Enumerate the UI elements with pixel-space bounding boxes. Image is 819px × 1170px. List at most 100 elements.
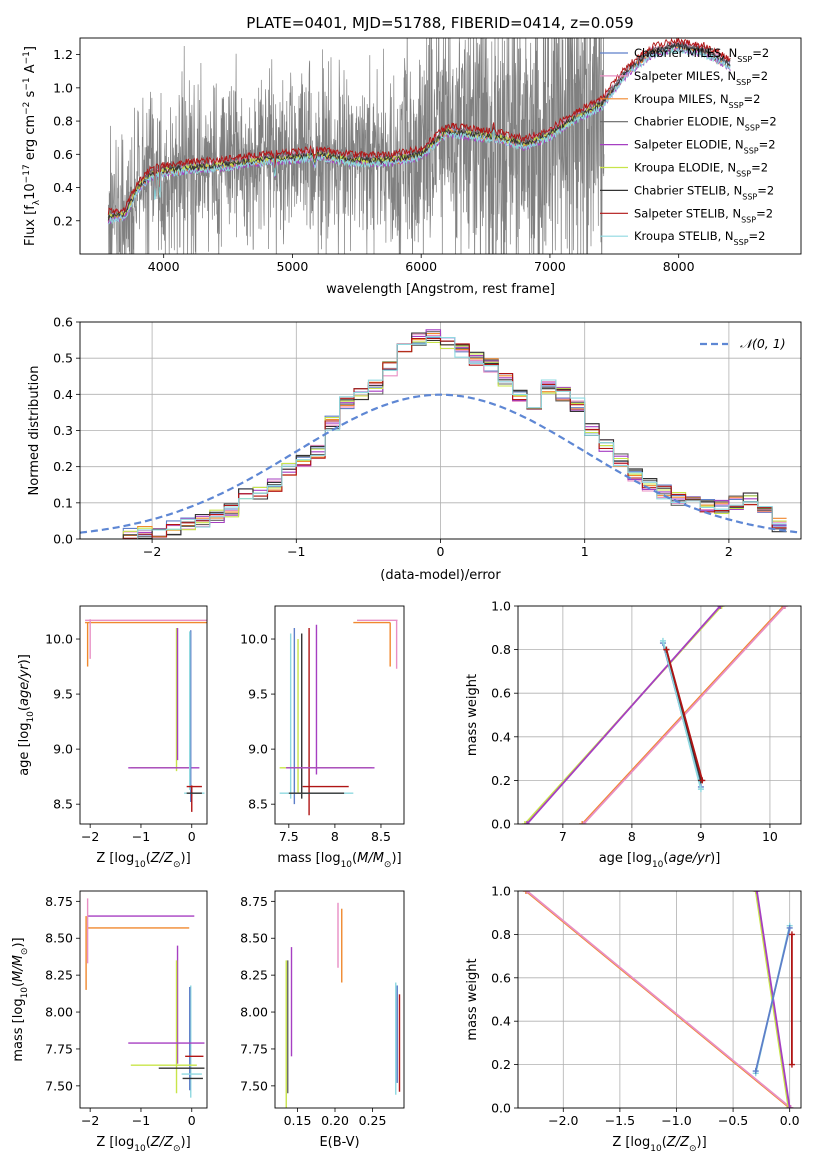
weight-vs-age-xtick-label: 8 <box>628 829 636 844</box>
age-vs-Z-xlabel: Z [log10(Z/Z⊙)] <box>96 851 190 870</box>
residuals-xlabel: (data-model)/error <box>380 568 501 583</box>
residuals-xtick-label: 1 <box>581 544 589 559</box>
residual-histogram <box>108 337 787 539</box>
spectrum-ytick-label: 0.2 <box>53 213 73 228</box>
weight-point <box>787 1105 794 1108</box>
spectrum-model-line <box>107 42 731 221</box>
axes-frame <box>517 605 802 825</box>
spectrum-ytick-label: 0.4 <box>53 180 73 195</box>
mass-vs-ebv-ytick-label: 7.50 <box>240 1078 268 1093</box>
weight-vs-Z-ytick-label: 0.2 <box>491 1057 511 1072</box>
axes-frame <box>274 605 405 825</box>
weight-vs-Z-ytick-label: 0.6 <box>491 970 511 985</box>
mass-vs-ebv-ytick-label: 8.50 <box>240 931 268 946</box>
spectrum-data-line <box>107 38 605 254</box>
residual-histogram <box>108 336 787 539</box>
mass-vs-Z-ytick-label: 7.75 <box>45 1041 73 1056</box>
spectrum-ylabel: Flux [fλ10−17 erg cm−2 s−1 A−1] <box>22 46 42 246</box>
weight-line <box>662 640 702 790</box>
mass-vs-Z-ytick-label: 7.50 <box>45 1078 73 1093</box>
residuals-ylabel: Normed distribution <box>27 366 42 496</box>
residual-histogram <box>108 333 787 539</box>
age-vs-Z-xtick-label: 0 <box>188 829 196 844</box>
weight-vs-Z-plot-area <box>522 891 795 1108</box>
residuals-ytick-label: 0.4 <box>53 387 73 402</box>
weight-point <box>782 606 789 609</box>
residuals-ytick-label: 0.3 <box>53 423 73 438</box>
mass-vs-Z-ylabel: mass [log10(M/M⊙)] <box>11 937 30 1061</box>
weight-vs-age-ytick-label: 0.6 <box>491 686 511 701</box>
spectrum-xtick-label: 7000 <box>534 259 566 274</box>
weight-point <box>580 821 587 824</box>
mass-vs-ebv-xtick-label: 0.15 <box>284 1113 312 1128</box>
mass-vs-Z-xtick-label: −1 <box>132 1113 150 1128</box>
weight-point <box>788 1061 795 1068</box>
weight-line <box>754 927 791 1072</box>
weight-point <box>524 891 531 894</box>
age-vs-mass-ytick-label: 9.0 <box>248 742 268 757</box>
spectrum-ytick-label: 0.8 <box>53 114 73 129</box>
weight-line <box>526 606 721 824</box>
age-vs-Z-ytick-label: 9.5 <box>53 687 73 702</box>
mass-vs-ebv-xtick-label: 0.20 <box>321 1113 349 1128</box>
mass-vs-ebv-xlabel: E(B-V) <box>319 1135 359 1150</box>
mass-vs-Z-panel: −2 −1 0 7.50 7.75 8.00 8.25 8.50 8.75 Z [log10(Z/… <box>11 890 208 1154</box>
weight-point <box>752 1068 759 1075</box>
legend-entry: Chabrier STELIB, NSSP=2 <box>634 183 774 201</box>
weight-vs-age-ytick-label: 0.4 <box>491 729 511 744</box>
weight-vs-age-xtick-label: 10 <box>762 829 778 844</box>
weight-vs-Z-xtick-label: −1.5 <box>605 1113 635 1128</box>
residual-histogram <box>108 341 787 539</box>
weight-vs-age-ytick-label: 0.2 <box>491 773 511 788</box>
spectrum-xlabel: wavelength [Angstrom, rest frame] <box>326 282 555 297</box>
spectrum-xtick-label: 8000 <box>663 259 695 274</box>
weight-vs-Z-ytick-label: 1.0 <box>491 884 511 899</box>
weight-vs-age-panel: 7 8 9 10 0.0 0.2 0.4 0.6 0.8 1.0 age [log10(age/yr… <box>465 599 802 870</box>
age-vs-Z-ylabel: age [log10(age/yr)] <box>17 654 36 776</box>
age-vs-mass-ytick-label: 10.0 <box>240 632 268 647</box>
spectrum-panel: 4000 5000 6000 7000 8000 0.2 0.4 0.6 0.8 1.0 1.2 wa… <box>22 37 802 297</box>
weight-point <box>699 777 706 784</box>
spectrum-model-line <box>107 38 731 215</box>
residuals-xtick-label: −1 <box>287 544 305 559</box>
weight-point <box>579 821 586 824</box>
age-vs-Z-xtick-label: −1 <box>132 829 150 844</box>
axes-frame <box>79 37 802 255</box>
axes-frame <box>79 890 208 1109</box>
weight-vs-age-xtick-label: 9 <box>697 829 705 844</box>
gaussian-curve <box>80 393 801 534</box>
residual-histogram <box>108 332 787 539</box>
age-vs-Z-ytick-label: 10.0 <box>45 632 73 647</box>
age-vs-mass-ytick-label: 9.5 <box>248 687 268 702</box>
spectrum-xtick-label: 6000 <box>405 259 437 274</box>
weight-vs-age-ytick-label: 0.0 <box>491 817 511 832</box>
residuals-panel: −2 −1 0 1 2 0.0 0.1 0.2 0.3 0.4 0.5 0.6 (data-model)… <box>27 315 802 583</box>
weight-vs-age-xtick-label: 7 <box>559 829 567 844</box>
weight-point <box>663 646 670 653</box>
mass-vs-Z-xlabel: Z [log10(Z/Z⊙)] <box>96 1135 190 1154</box>
mass-vs-Z-xtick-label: −2 <box>81 1113 99 1128</box>
axes-frame <box>517 890 802 1109</box>
weight-vs-Z-ytick-label: 0.4 <box>491 1014 511 1029</box>
axes-frame <box>79 321 802 540</box>
age-vs-Z-xtick-label: −2 <box>81 829 99 844</box>
weight-point <box>786 924 793 931</box>
legend-entry: Kroupa ELODIE, NSSP=2 <box>634 161 768 179</box>
spectrum-xtick-label: 5000 <box>277 259 309 274</box>
legend-entry: Kroupa STELIB, NSSP=2 <box>634 229 765 247</box>
weight-vs-Z-xtick-label: −2.0 <box>548 1113 578 1128</box>
axes-frame <box>79 605 208 825</box>
legend-entry: Chabrier ELODIE, NSSP=2 <box>634 115 777 133</box>
mass-vs-Z-ytick-label: 8.25 <box>45 968 73 983</box>
weight-point <box>718 606 725 609</box>
weight-vs-Z-ytick-label: 0.8 <box>491 927 511 942</box>
weight-vs-Z-panel: −2.0 −1.5 −1.0 −0.5 0.0 0.0 0.2 0.4 0.6 0.8 1.0 Z [… <box>465 884 802 1154</box>
mass-vs-ebv-ytick-label: 8.00 <box>240 1005 268 1020</box>
mass-vs-ebv-ytick-label: 8.75 <box>240 894 268 909</box>
age-vs-Z-ytick-label: 9.0 <box>53 742 73 757</box>
legend-entry: Kroupa MILES, NSSP=2 <box>634 92 760 110</box>
weight-vs-age-plot-area <box>521 606 789 824</box>
weight-point <box>786 1105 793 1108</box>
residual-histogram <box>108 331 787 539</box>
spectrum-legend: Chabrier MILES, NSSP=2 Salpeter MILES, NS… <box>600 46 777 247</box>
